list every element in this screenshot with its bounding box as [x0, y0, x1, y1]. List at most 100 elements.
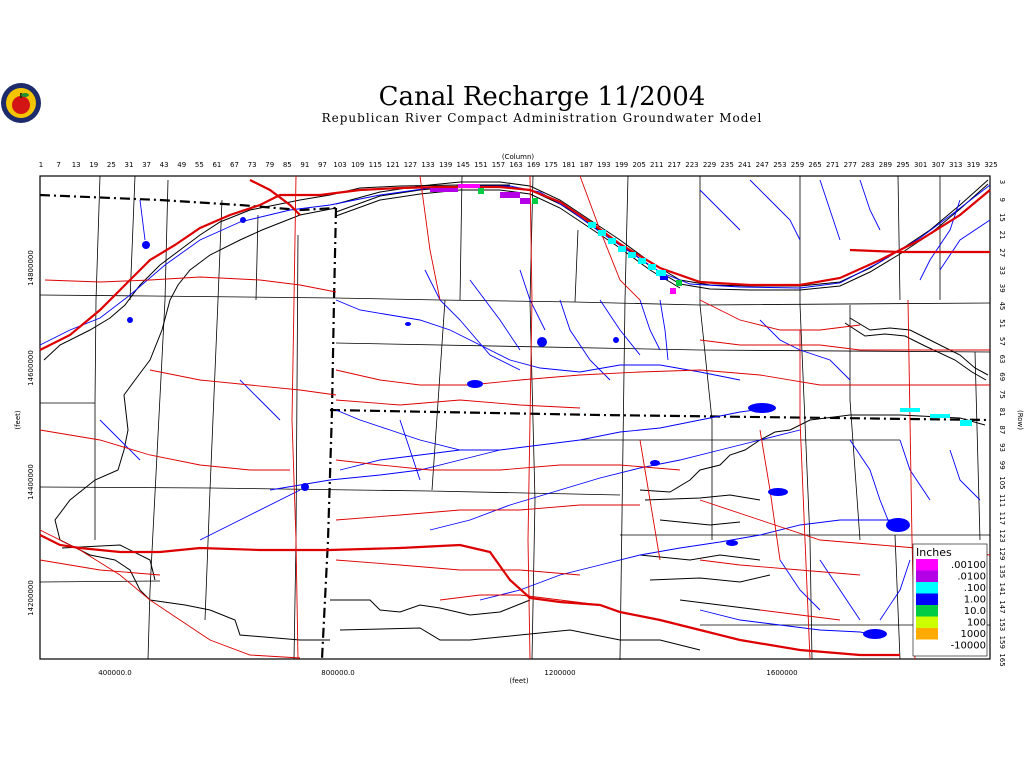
row-tick-label: 33: [998, 266, 1006, 275]
top-axis-label: (Column): [502, 153, 535, 161]
row-tick-label: 141: [998, 582, 1006, 595]
column-tick-label: 241: [738, 161, 751, 169]
column-tick-label: 49: [177, 161, 186, 169]
column-tick-label: 175: [544, 161, 557, 169]
bottom-axis-label: (feet): [509, 677, 529, 685]
column-tick-label: 259: [791, 161, 804, 169]
column-tick-label: 199: [615, 161, 628, 169]
column-tick-label: 193: [597, 161, 610, 169]
left-tick-labels: 14800000 14600000 14400000 14200000: [27, 250, 35, 616]
legend-label: 1000: [961, 629, 986, 640]
legend-swatch: [916, 559, 938, 571]
column-tick-label: 91: [300, 161, 309, 169]
column-tick-label: 133: [421, 161, 434, 169]
row-tick-label: 75: [998, 390, 1006, 399]
legend-swatch: [916, 593, 938, 605]
row-tick-label: 147: [998, 600, 1006, 613]
row-tick-label: 39: [998, 284, 1006, 293]
northing-tick-label: 14800000: [27, 250, 35, 286]
column-tick-label: 283: [861, 161, 874, 169]
map-subtitle: Republican River Compact Administration …: [322, 111, 763, 125]
column-tick-label: 73: [248, 161, 257, 169]
row-tick-label: 111: [998, 494, 1006, 507]
right-tick-labels: 3915212733394551576369758187939910511111…: [998, 180, 1006, 667]
column-tick-label: 121: [386, 161, 399, 169]
row-tick-label: 3: [998, 180, 1006, 184]
column-tick-label: 319: [967, 161, 980, 169]
column-tick-label: 265: [808, 161, 821, 169]
row-tick-label: 93: [998, 443, 1006, 452]
column-tick-label: 151: [474, 161, 487, 169]
column-tick-label: 295: [896, 161, 909, 169]
column-tick-label: 163: [509, 161, 522, 169]
column-tick-label: 55: [195, 161, 204, 169]
top-tick-labels: 1 7 13 19 25 31 37 43 49 55 61 67 73 79 85 91 97 103 109 11…: [39, 161, 998, 169]
column-tick-label: 139: [439, 161, 452, 169]
column-tick-label: 205: [632, 161, 645, 169]
column-tick-label: 97: [318, 161, 327, 169]
legend-swatch: [916, 628, 938, 640]
legend-swatch: [916, 616, 938, 628]
column-tick-label: 19: [89, 161, 98, 169]
row-tick-label: 153: [998, 618, 1006, 631]
column-tick-label: 7: [56, 161, 60, 169]
legend-label: .0100: [957, 572, 986, 583]
row-tick-label: 63: [998, 355, 1006, 364]
row-tick-label: 81: [998, 408, 1006, 417]
legend-swatch: [916, 639, 938, 651]
column-tick-label: 43: [160, 161, 169, 169]
map-title: Canal Recharge 11/2004: [379, 82, 706, 112]
row-tick-label: 57: [998, 337, 1006, 346]
legend-swatch: [916, 570, 938, 582]
row-tick-label: 123: [998, 529, 1006, 542]
column-tick-label: 217: [668, 161, 681, 169]
legend-label: 10.0: [964, 606, 986, 617]
column-tick-label: 271: [826, 161, 839, 169]
column-tick-label: 277: [844, 161, 857, 169]
easting-tick-label: 800000.0: [321, 669, 354, 677]
state-boundaries: [39, 193, 991, 660]
column-tick-label: 223: [685, 161, 698, 169]
reservoirs: [127, 217, 910, 639]
easting-tick-label: 1200000: [544, 669, 575, 677]
row-tick-label: 159: [998, 636, 1006, 649]
rivers: [39, 179, 991, 641]
column-tick-label: 109: [351, 161, 364, 169]
column-tick-label: 37: [142, 161, 151, 169]
column-tick-label: 211: [650, 161, 663, 169]
northing-tick-label: 14400000: [27, 464, 35, 500]
row-tick-label: 117: [998, 512, 1006, 525]
bottom-tick-labels: 400000.0 800000.0 1200000 1600000: [98, 669, 797, 677]
row-tick-label: 87: [998, 425, 1006, 434]
column-tick-label: 31: [125, 161, 134, 169]
row-tick-label: 129: [998, 547, 1006, 560]
apple-seal-logo: [1, 83, 41, 123]
column-tick-label: 61: [212, 161, 221, 169]
column-tick-label: 187: [580, 161, 593, 169]
column-tick-label: 67: [230, 161, 239, 169]
column-tick-label: 115: [369, 161, 382, 169]
column-tick-label: 181: [562, 161, 575, 169]
row-tick-label: 51: [998, 319, 1006, 328]
legend-swatch: [916, 605, 938, 617]
column-tick-label: 79: [265, 161, 274, 169]
column-tick-label: 313: [949, 161, 962, 169]
legend-swatch: [916, 582, 938, 594]
row-tick-label: 165: [998, 653, 1006, 666]
column-tick-label: 25: [107, 161, 116, 169]
column-tick-label: 13: [72, 161, 81, 169]
row-tick-label: 21: [998, 231, 1006, 240]
column-tick-label: 301: [914, 161, 927, 169]
row-tick-label: 99: [998, 461, 1006, 470]
column-tick-label: 289: [879, 161, 892, 169]
right-axis-label: (Row): [1016, 410, 1024, 430]
column-tick-label: 229: [703, 161, 716, 169]
northing-tick-label: 14200000: [27, 580, 35, 616]
roads: [39, 175, 991, 660]
left-axis-label: (feet): [14, 410, 22, 430]
legend-label: .00100: [951, 560, 986, 571]
row-tick-label: 27: [998, 248, 1006, 257]
map-area: [39, 175, 991, 661]
